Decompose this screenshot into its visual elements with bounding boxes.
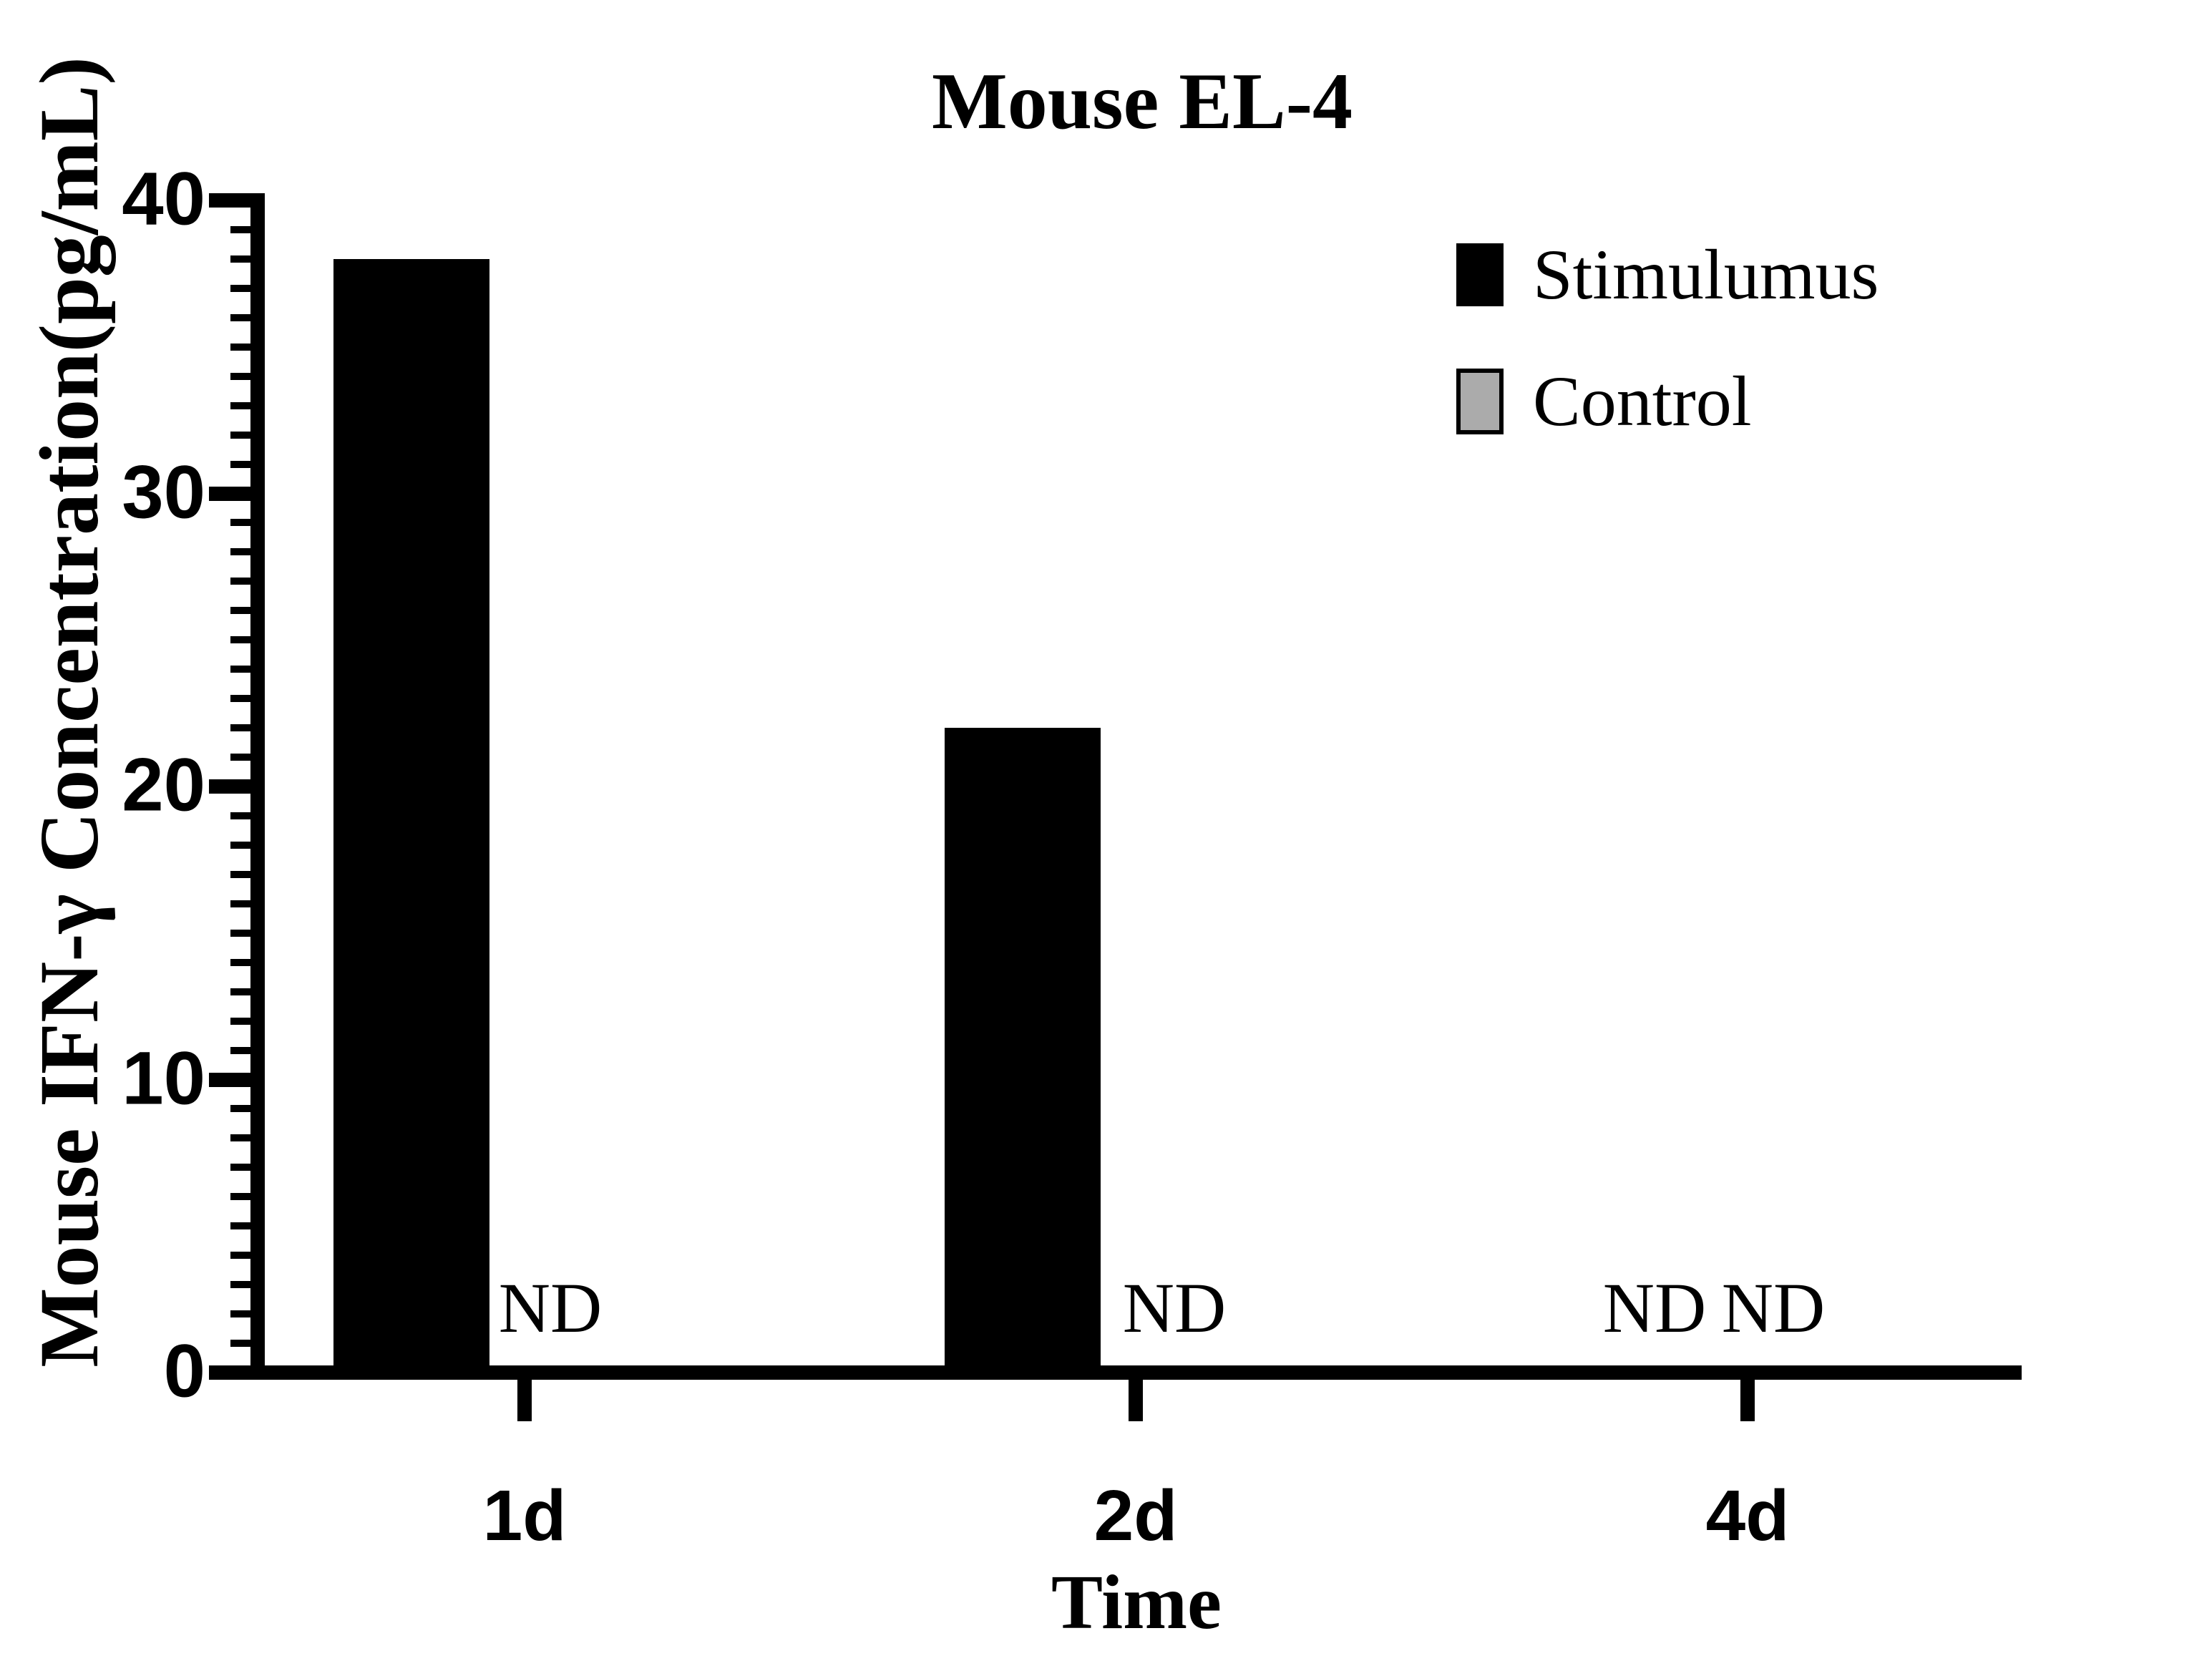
- y-minor-tick: [230, 929, 250, 937]
- nd-annotation-4d-control: ND: [1721, 1268, 1826, 1348]
- y-minor-tick: [230, 578, 250, 585]
- y-minor-tick: [230, 343, 250, 351]
- y-major-tick-40: [209, 193, 250, 208]
- x-tick-label-1d: 1d: [482, 1476, 567, 1556]
- x-tick-label-2d: 2d: [1093, 1476, 1178, 1556]
- x-axis-line: [250, 1365, 2022, 1380]
- y-minor-tick: [230, 841, 250, 849]
- legend-swatch-stimulumus: [1456, 243, 1504, 306]
- y-major-tick-10: [209, 1072, 250, 1087]
- y-minor-tick: [230, 607, 250, 615]
- y-minor-tick: [230, 1310, 250, 1318]
- y-minor-tick: [230, 225, 250, 233]
- y-minor-tick: [230, 812, 250, 819]
- y-minor-tick: [230, 372, 250, 380]
- y-minor-tick: [230, 754, 250, 761]
- x-tick-1d: [517, 1380, 532, 1421]
- y-minor-tick: [230, 1164, 250, 1171]
- y-minor-tick: [230, 284, 250, 292]
- y-minor-tick: [230, 519, 250, 527]
- y-minor-tick: [230, 401, 250, 409]
- y-minor-tick: [230, 1046, 250, 1054]
- legend-label-stimulumus: Stimulumus: [1533, 235, 1879, 314]
- y-minor-tick: [230, 1134, 250, 1142]
- bar-stimulumus-2d: [944, 728, 1101, 1373]
- y-minor-tick: [230, 636, 250, 644]
- y-major-tick-20: [209, 779, 250, 794]
- y-axis-line: [250, 193, 265, 1380]
- nd-annotation-2d-control: ND: [1122, 1268, 1227, 1348]
- nd-annotation-1d-control: ND: [498, 1268, 603, 1348]
- y-minor-tick: [230, 1281, 250, 1289]
- legend-swatch-control: [1456, 369, 1504, 434]
- y-minor-tick: [230, 1252, 250, 1260]
- y-tick-label-20: 20: [122, 743, 205, 827]
- y-minor-tick: [230, 870, 250, 878]
- y-minor-tick: [230, 695, 250, 703]
- y-minor-tick: [230, 431, 250, 439]
- y-minor-tick: [230, 724, 250, 732]
- y-minor-tick: [230, 255, 250, 263]
- y-minor-tick: [230, 548, 250, 556]
- y-minor-tick: [230, 1340, 250, 1348]
- y-minor-tick: [230, 1105, 250, 1113]
- chart-title: Mouse EL-4: [932, 57, 1353, 146]
- y-minor-tick: [230, 1193, 250, 1201]
- y-minor-tick: [230, 460, 250, 468]
- y-tick-label-10: 10: [122, 1036, 205, 1120]
- y-minor-tick: [230, 666, 250, 673]
- y-minor-tick: [230, 900, 250, 907]
- y-axis-title: Mouse IFN-γ Concentration(pg/mL): [22, 57, 116, 1368]
- x-axis-title: Time: [1051, 1560, 1222, 1645]
- legend-label-control: Control: [1533, 361, 1752, 441]
- y-tick-label-0: 0: [163, 1329, 205, 1413]
- x-tick-2d: [1129, 1380, 1143, 1421]
- y-tick-label-30: 30: [122, 449, 205, 534]
- nd-annotation-4d-stimulumus: ND: [1602, 1268, 1707, 1348]
- x-tick-4d: [1740, 1380, 1755, 1421]
- y-minor-tick: [230, 1017, 250, 1025]
- bar-stimulumus-1d: [333, 258, 489, 1373]
- y-minor-tick: [230, 958, 250, 966]
- x-tick-label-4d: 4d: [1705, 1476, 1790, 1556]
- y-minor-tick: [230, 1222, 250, 1230]
- y-minor-tick: [230, 313, 250, 321]
- y-major-tick-0: [209, 1365, 250, 1380]
- y-tick-label-40: 40: [122, 157, 205, 241]
- y-major-tick-30: [209, 486, 250, 501]
- y-minor-tick: [230, 988, 250, 995]
